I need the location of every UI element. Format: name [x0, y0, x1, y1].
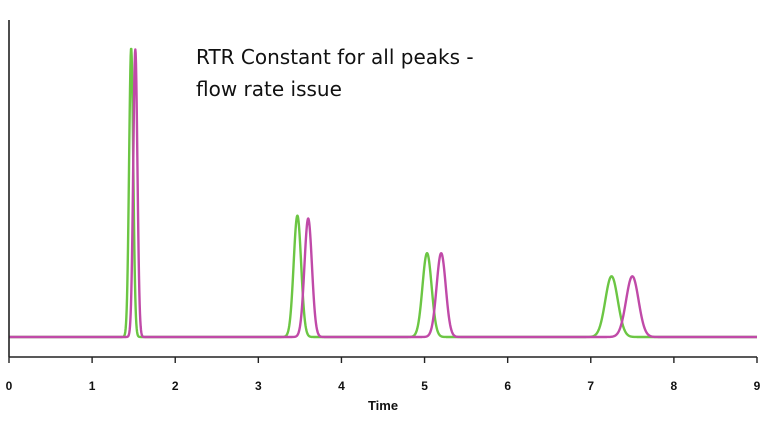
x-tick-label-4: 4 — [338, 379, 345, 393]
x-ticks: 0 1 2 3 4 5 6 7 8 9 — [6, 357, 761, 393]
x-tick-label-7: 7 — [587, 379, 594, 393]
x-tick-label-1: 1 — [89, 379, 96, 393]
x-tick-label-0: 0 — [6, 379, 13, 393]
annotation-line-1: RTR Constant for all peaks - — [196, 45, 474, 69]
annotation-line-2: flow rate issue — [196, 77, 342, 101]
x-tick-label-5: 5 — [421, 379, 428, 393]
x-tick-label-6: 6 — [504, 379, 511, 393]
series-line-1 — [8, 47, 758, 339]
series-lines — [8, 47, 758, 339]
x-axis-title: Time — [368, 398, 398, 413]
x-tick-label-2: 2 — [172, 379, 179, 393]
x-tick-label-8: 8 — [671, 379, 678, 393]
series-line-2 — [8, 48, 758, 339]
x-tick-label-9: 9 — [754, 379, 761, 393]
x-tick-label-3: 3 — [255, 379, 262, 393]
